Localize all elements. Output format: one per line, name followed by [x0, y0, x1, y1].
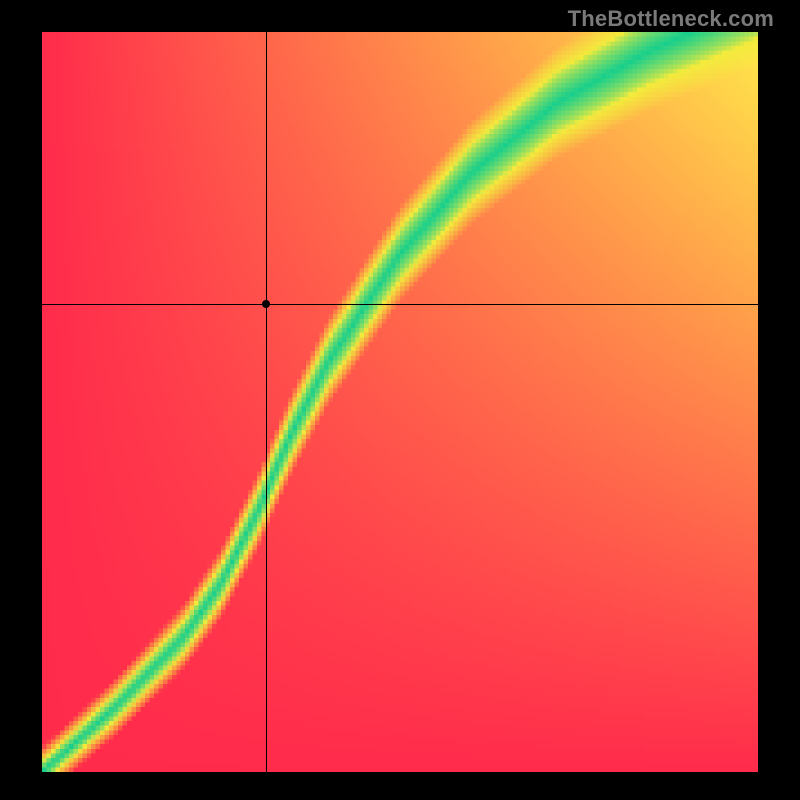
crosshair-horizontal — [42, 304, 758, 305]
watermark: TheBottleneck.com — [568, 6, 774, 32]
bottleneck-heatmap — [42, 32, 758, 772]
heatmap-canvas — [42, 32, 758, 772]
crosshair-vertical — [266, 32, 267, 772]
